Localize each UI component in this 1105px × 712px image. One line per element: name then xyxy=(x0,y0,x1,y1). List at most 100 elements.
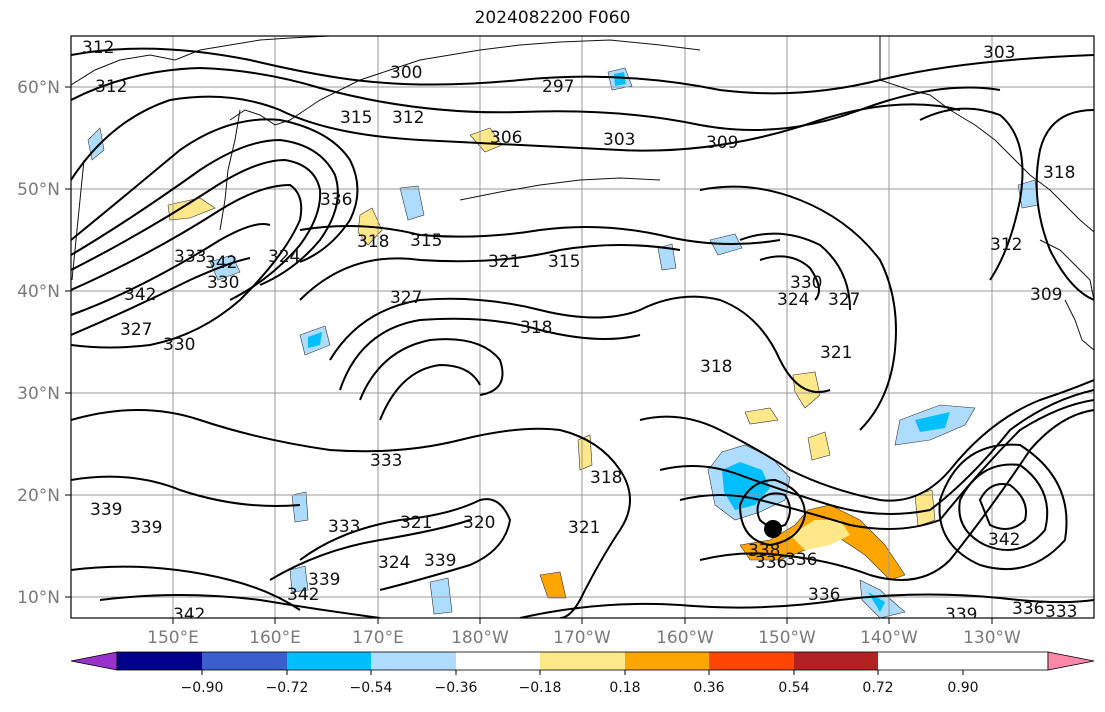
contour-label: 321 xyxy=(820,343,852,363)
map-plot-area: 312 312 300 297 303 315 312 306 303 309 … xyxy=(71,36,1094,625)
contour-label: 318 xyxy=(357,232,389,252)
contour-label: 318 xyxy=(1043,163,1075,183)
coastlines xyxy=(71,36,1094,351)
colorbar-segment xyxy=(117,652,202,670)
contour-label: 330 xyxy=(790,273,822,293)
contour-label: 327 xyxy=(828,290,860,310)
contour-label: 315 xyxy=(548,252,580,272)
map-title: 2024082200 F060 xyxy=(474,8,631,28)
contour-label: 339 xyxy=(424,551,456,571)
lon-label-140w: 140°W xyxy=(860,628,918,648)
latitude-axis: 60°N 50°N 40°N 30°N 20°N 10°N xyxy=(17,78,71,608)
contour-label: 342 xyxy=(173,605,205,625)
colorbar-tick-label: −0.90 xyxy=(181,680,224,696)
colorbar: −0.90 −0.72 −0.54 −0.36 −0.18 0.18 0.36 … xyxy=(70,651,1095,696)
longitude-axis: 150°E 160°E 170°E 180°W 170°W 160°W 150°… xyxy=(147,618,1021,648)
colorbar-tick-label: −0.72 xyxy=(266,680,309,696)
contour-label: 318 xyxy=(700,357,732,377)
contour-label: 333 xyxy=(174,247,206,267)
colorbar-tick-label: −0.18 xyxy=(519,680,562,696)
lon-label-150e: 150°E xyxy=(147,628,199,648)
contour-label: 324 xyxy=(378,553,410,573)
lat-label-60n: 60°N xyxy=(17,78,60,98)
contour-label: 339 xyxy=(130,518,162,538)
contour-label: 336 xyxy=(1012,599,1044,619)
contour-label: 333 xyxy=(1045,602,1077,622)
lat-label-20n: 20°N xyxy=(17,486,60,506)
contour-label: 315 xyxy=(410,231,442,251)
lon-label-160e: 160°E xyxy=(249,628,301,648)
contour-label: 333 xyxy=(370,451,402,471)
colorbar-segment xyxy=(456,652,540,670)
contour-label: 321 xyxy=(400,513,432,533)
contour-label: 320 xyxy=(463,513,495,533)
contour-label: 339 xyxy=(90,500,122,520)
lon-label-170e: 170°E xyxy=(352,628,404,648)
contour-label: 338 xyxy=(748,541,780,561)
contour-label: 321 xyxy=(488,252,520,272)
contour-label: 336 xyxy=(785,550,817,570)
lon-label-170w: 170°W xyxy=(553,628,611,648)
contour-label: 318 xyxy=(520,318,552,338)
contour-label: 324 xyxy=(268,247,300,267)
colorbar-segment xyxy=(540,652,625,670)
contour-label: 312 xyxy=(990,235,1022,255)
cyclone-center-marker xyxy=(764,520,782,538)
colorbar-min-extension xyxy=(70,651,118,671)
contour-label: 300 xyxy=(390,63,422,83)
contour-label: 309 xyxy=(706,133,738,153)
lon-label-130w: 130°W xyxy=(963,628,1021,648)
colorbar-tick-label: −0.36 xyxy=(435,680,478,696)
lat-label-40n: 40°N xyxy=(17,282,60,302)
contour-label: 321 xyxy=(568,518,600,538)
contour-label: 303 xyxy=(603,130,635,150)
lat-label-30n: 30°N xyxy=(17,384,60,404)
contour-label: 336 xyxy=(320,190,352,210)
contour-label: 342 xyxy=(124,285,156,305)
contour-label: 342 xyxy=(205,253,237,273)
lat-label-50n: 50°N xyxy=(17,180,60,200)
colorbar-segment xyxy=(371,652,456,670)
contour-label: 309 xyxy=(1030,285,1062,305)
colorbar-tick-label: 0.90 xyxy=(947,680,978,696)
colorbar-max-extension xyxy=(1047,651,1095,671)
lat-label-10n: 10°N xyxy=(17,588,60,608)
lon-label-180w: 180°W xyxy=(451,628,509,648)
contour-label: 312 xyxy=(95,77,127,97)
contour-label: 303 xyxy=(983,43,1015,63)
contour-label: 342 xyxy=(988,530,1020,550)
contour-label: 312 xyxy=(392,108,424,128)
colorbar-segment xyxy=(625,652,709,670)
colorbar-tick-label: −0.54 xyxy=(350,680,393,696)
contour-label: 306 xyxy=(490,128,522,148)
contour-labels: 312 312 300 297 303 315 312 306 303 309 … xyxy=(82,38,1077,625)
contour-label: 327 xyxy=(120,320,152,340)
contour-label: 342 xyxy=(287,585,319,605)
contour-label: 330 xyxy=(163,335,195,355)
contour-label: 336 xyxy=(755,553,787,573)
contour-label: 312 xyxy=(82,38,114,58)
contour-label: 297 xyxy=(542,77,574,97)
contour-label: 339 xyxy=(945,605,977,625)
colorbar-tick-label: 0.54 xyxy=(778,680,809,696)
contour-label: 327 xyxy=(390,288,422,308)
colorbar-tick-label: 0.18 xyxy=(609,680,640,696)
height-contours xyxy=(71,47,1094,618)
colorbar-segment xyxy=(202,652,287,670)
colorbar-segment xyxy=(709,652,794,670)
colorbar-segment xyxy=(794,652,878,670)
contour-label: 339 xyxy=(308,570,340,590)
contour-label: 318 xyxy=(590,468,622,488)
graticule xyxy=(71,36,1094,618)
contour-label: 324 xyxy=(777,290,809,310)
colorbar-tick-label: 0.72 xyxy=(862,680,893,696)
contour-label: 315 xyxy=(340,108,372,128)
colorbar-tick-label: 0.36 xyxy=(693,680,724,696)
contour-label: 336 xyxy=(808,585,840,605)
lon-label-150w: 150°W xyxy=(758,628,816,648)
colorbar-segment xyxy=(287,652,371,670)
lon-label-160w: 160°W xyxy=(656,628,714,648)
contour-label: 330 xyxy=(207,273,239,293)
contour-label: 333 xyxy=(328,517,360,537)
